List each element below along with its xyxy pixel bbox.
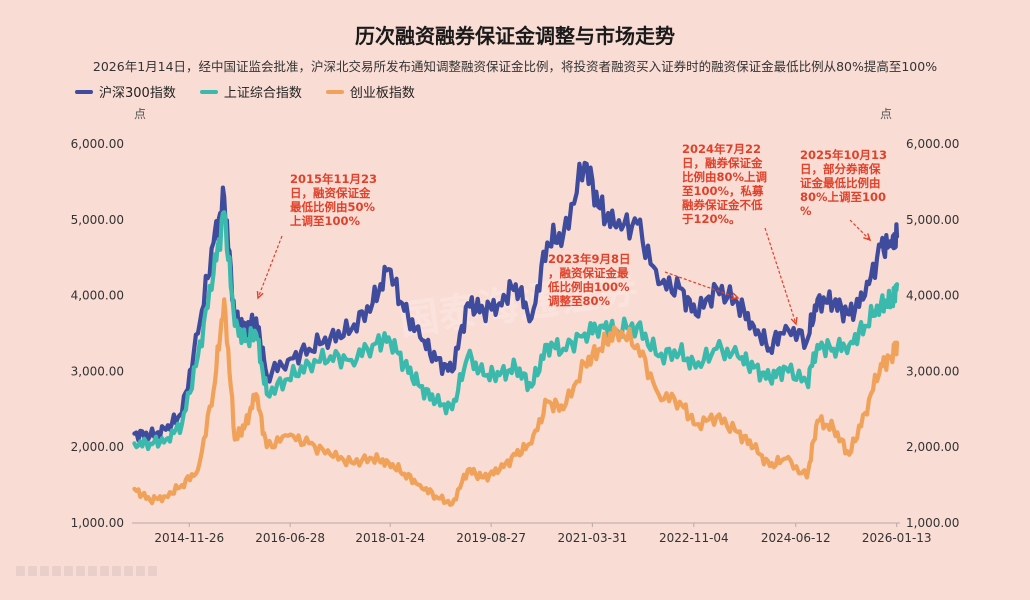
x-tick-label: 2024-06-12 <box>761 531 831 545</box>
annotation-arrow-line <box>257 235 283 299</box>
legend-swatch <box>325 89 344 94</box>
x-tick-label: 2021-03-31 <box>558 531 628 545</box>
footer-block <box>52 566 61 576</box>
annotation-text-line: 80%上调至100 <box>800 190 886 204</box>
legend-item-chinext: 创业板指数 <box>325 82 415 101</box>
x-tick-label: 2022-11-04 <box>659 531 729 545</box>
footer-block <box>28 566 37 576</box>
legend-item-sse: 上证综合指数 <box>199 82 302 101</box>
annotation-text-line: 于120%。 <box>682 212 741 226</box>
annotation-text-line: 比例由80%上调 <box>682 170 767 184</box>
footer-block <box>136 566 145 576</box>
y-tick-label-right: 1,000.00 <box>906 516 959 530</box>
y-tick-label-right: 3,000.00 <box>906 364 959 378</box>
annotation-text-line: 日，部分券商保 <box>800 162 881 176</box>
x-tick-label: 2019-08-27 <box>456 531 526 545</box>
annotation-text-line: 低比例由100% <box>547 280 630 294</box>
footer-block <box>76 566 85 576</box>
footer-block <box>64 566 73 576</box>
x-tick-label: 2014-11-26 <box>154 531 224 545</box>
y-tick-label-right: 5,000.00 <box>906 213 959 227</box>
annotation-text-line: 日，融资保证金 <box>290 186 371 200</box>
legend-label: 上证综合指数 <box>223 86 302 101</box>
annotation-arrow-head <box>256 290 264 300</box>
annotation-text-line: 融券保证金不低 <box>682 198 763 212</box>
footer-block <box>88 566 97 576</box>
footer-block <box>16 566 25 576</box>
series-line-1 <box>132 160 900 443</box>
legend-swatch <box>75 89 93 94</box>
y-unit-right: 点 <box>880 107 892 121</box>
y-unit-left: 点 <box>134 107 146 121</box>
y-tick-label-left: 1,000.00 <box>71 516 124 530</box>
y-tick-label-left: 5,000.00 <box>71 213 124 227</box>
annotation-text-line: ，融资保证金最 <box>548 266 629 280</box>
x-tick-label: 2026-01-13 <box>862 531 932 545</box>
y-tick-label-right: 6,000.00 <box>906 137 959 151</box>
annotation-arrow-head <box>790 316 798 326</box>
legend-item-hs300: 沪深300指数 <box>75 82 176 101</box>
annotation-text-line: 至100%，私募 <box>682 184 764 198</box>
footer-block <box>124 566 133 576</box>
footer-tag <box>16 566 157 576</box>
legend-label: 创业板指数 <box>349 86 415 101</box>
annotation-text-line: 调整至80% <box>548 294 611 308</box>
chart-subtitle: 2026年1月14日，经中国证监会批准，沪深北交易所发布通知调整融资保证金比例，… <box>92 59 938 74</box>
annotation-text-line: % <box>800 204 812 218</box>
y-tick-label-left: 3,000.00 <box>71 364 124 378</box>
annotation-arrow-line <box>664 271 739 299</box>
legend-label: 沪深300指数 <box>99 86 176 101</box>
y-tick-label-right: 4,000.00 <box>906 289 959 303</box>
footer-block <box>112 566 121 576</box>
annotation-arrow-line <box>764 227 797 325</box>
annotation-text-line: 最低比例由50% <box>290 200 376 214</box>
y-tick-label-left: 4,000.00 <box>71 289 124 303</box>
y-tick-label-left: 6,000.00 <box>71 137 124 151</box>
annotation-text-line: 2024年7月22 <box>682 142 761 156</box>
footer-block <box>100 566 109 576</box>
annotation-text-line: 2025年10月13 <box>800 148 887 162</box>
annotation-arrow-head <box>863 233 872 242</box>
annotation-3: 2024年7月22日，融券保证金比例由80%上调至100%，私募融券保证金不低于… <box>682 142 798 326</box>
footer-block <box>40 566 49 576</box>
series-line-3 <box>132 297 900 507</box>
y-tick-label-left: 2,000.00 <box>71 440 124 454</box>
annotation-text-line: 证金最低比例由 <box>800 176 881 190</box>
x-tick-label: 2018-01-24 <box>355 531 425 545</box>
series-line-2 <box>132 210 900 452</box>
annotation-arrow-line <box>849 219 871 241</box>
x-tick-label: 2016-06-28 <box>255 531 325 545</box>
annotation-text-line: 上调至100% <box>290 214 361 228</box>
footer-block <box>148 566 157 576</box>
legend: 沪深300指数 上证综合指数 创业板指数 <box>75 82 415 101</box>
annotation-text-line: 2015年11月23 <box>290 172 377 186</box>
annotation-text-line: 日，融券保证金 <box>682 156 763 170</box>
y-tick-label-right: 2,000.00 <box>906 440 959 454</box>
legend-swatch <box>199 89 218 94</box>
annotation-arrow-head <box>730 292 740 300</box>
annotation-text-line: 2023年9月8日 <box>548 252 631 266</box>
chart-title: 历次融资融券保证金调整与市场走势 <box>355 24 675 48</box>
